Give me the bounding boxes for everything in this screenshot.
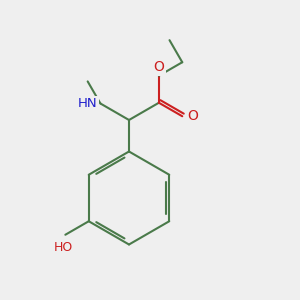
Text: O: O [153,60,164,74]
Text: O: O [188,109,199,123]
Text: HO: HO [54,241,74,254]
Text: HN: HN [78,97,98,110]
